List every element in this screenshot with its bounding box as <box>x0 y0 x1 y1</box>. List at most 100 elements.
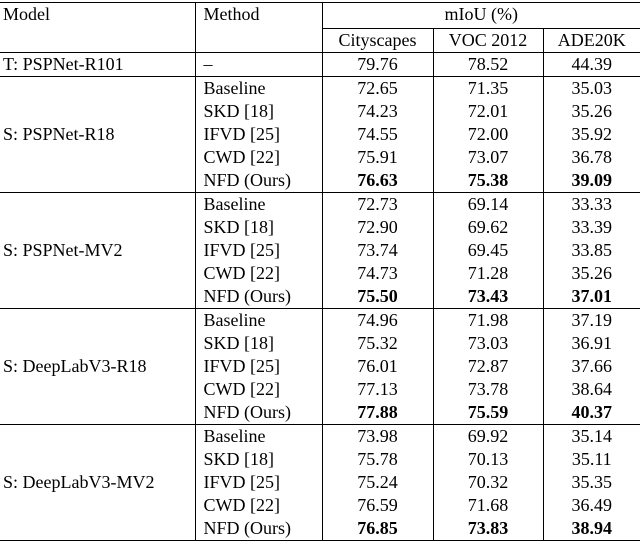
method-cell: SKD [18] <box>195 332 323 355</box>
table-body: Model Method mIoU (%) Cityscapes VOC 201… <box>0 2 640 541</box>
value-cell: 71.28 <box>433 262 544 285</box>
value-cell: 77.13 <box>322 378 434 401</box>
dataset-header: Cityscapes <box>322 28 434 53</box>
value-cell: 40.37 <box>543 401 640 425</box>
method-cell: CWD [22] <box>195 378 323 401</box>
value-cell: 36.49 <box>571 495 613 515</box>
value-cell: 36.78 <box>571 147 613 167</box>
value-cell: 33.85 <box>571 240 613 260</box>
value-cell: 76.63 <box>322 169 434 193</box>
group-row: S: PSPNet-MV2 Baseline 72.73 69.14 33.33 <box>0 192 640 309</box>
value-cell: 75.59 <box>433 401 544 425</box>
value-cell: 35.26 <box>571 101 613 121</box>
group-row: SKD [18] 72.90 69.62 33.39 <box>0 216 640 239</box>
method-cell: NFD (Ours) <box>195 169 323 193</box>
value-cell: 69.45 <box>433 239 544 262</box>
value-cell: 76.85 <box>322 517 434 541</box>
value-cell: 39.09 <box>543 169 640 193</box>
value-cell: 33.33 <box>571 194 613 214</box>
method-cell: SKD [18] <box>195 448 323 471</box>
value-cell: 76.59 <box>322 494 434 517</box>
model-cell: S: DeepLabV3-R18 <box>0 308 196 425</box>
group-row: S: DeepLabV3-MV2 Baseline 73.98 69.92 35.14 <box>0 424 640 541</box>
group-row: SKD [18] 74.23 72.01 35.26 <box>0 100 640 123</box>
value-cell: 69.92 <box>433 424 544 448</box>
value-cell: 33.39 <box>571 217 613 237</box>
method-cell: CWD [22] <box>195 262 323 285</box>
value-cell: 75.38 <box>433 169 544 193</box>
value-cell: 79.76 <box>322 52 434 77</box>
group-row: CWD [22] 76.59 71.68 36.49 <box>0 494 640 517</box>
method-cell: IFVD [25] <box>195 239 323 262</box>
group-row: IFVD [25] 74.55 72.00 35.92 <box>0 123 640 146</box>
group-row: SKD [18] 75.32 73.03 36.91 <box>0 332 640 355</box>
value-cell: 37.66 <box>571 356 613 376</box>
value-cell: 70.13 <box>433 448 544 471</box>
value-cell: 76.01 <box>322 355 434 378</box>
value-cell: 38.64 <box>571 379 613 399</box>
value-cell: 73.98 <box>322 424 434 448</box>
value-cell: 73.03 <box>433 332 544 355</box>
value-cell: 38.94 <box>543 517 640 541</box>
method-cell: NFD (Ours) <box>195 285 323 309</box>
group-row: CWD [22] 77.13 73.78 38.64 <box>0 378 640 401</box>
method-header: Method <box>195 2 323 53</box>
model-cell: S: PSPNet-R18 <box>0 76 196 193</box>
value-cell: 73.83 <box>433 517 544 541</box>
model-cell: S: PSPNet-MV2 <box>0 192 196 309</box>
results-table: Model Method mIoU (%) Cityscapes VOC 201… <box>0 2 640 541</box>
model-cell: T: PSPNet-R101 <box>0 52 196 77</box>
value-cell: 69.14 <box>433 192 544 216</box>
method-cell: CWD [22] <box>195 146 323 169</box>
value-cell: 74.23 <box>322 100 434 123</box>
value-cell: 35.26 <box>571 263 613 283</box>
value-cell: 37.19 <box>571 310 613 330</box>
dataset-header: VOC 2012 <box>433 28 544 53</box>
method-cell: Baseline <box>195 76 323 100</box>
value-cell: 35.92 <box>571 124 613 144</box>
value-cell: 72.87 <box>433 355 544 378</box>
group-row: IFVD [25] 73.74 69.45 33.85 <box>0 239 640 262</box>
value-cell: 35.14 <box>571 426 613 446</box>
group-row: NFD (Ours) 77.88 75.59 40.37 <box>0 401 640 425</box>
value-cell: 71.35 <box>433 76 544 100</box>
method-cell: IFVD [25] <box>195 355 323 378</box>
value-cell: 74.73 <box>322 262 434 285</box>
value-cell: 72.73 <box>322 192 434 216</box>
group-row: S: PSPNet-R18 Baseline 72.65 71.35 35.03 <box>0 76 640 193</box>
value-cell: 36.91 <box>571 333 613 353</box>
value-cell: 75.50 <box>322 285 434 309</box>
value-cell: 35.11 <box>571 449 612 469</box>
header-row: Model Method mIoU (%) <box>0 2 640 53</box>
dataset-header: ADE20K <box>557 30 626 50</box>
value-cell: 73.74 <box>322 239 434 262</box>
dataset-row: Cityscapes VOC 2012 ADE20K <box>0 28 640 53</box>
value-cell: 72.00 <box>433 123 544 146</box>
method-cell: – <box>195 52 323 77</box>
value-cell: 74.96 <box>322 308 434 332</box>
method-cell: IFVD [25] <box>195 123 323 146</box>
method-cell: NFD (Ours) <box>195 401 323 425</box>
method-cell: NFD (Ours) <box>195 517 323 541</box>
value-cell: 73.78 <box>433 378 544 401</box>
method-cell: CWD [22] <box>195 494 323 517</box>
group-row: IFVD [25] 75.24 70.32 35.35 <box>0 471 640 494</box>
value-cell: 71.68 <box>433 494 544 517</box>
value-cell: 70.32 <box>433 471 544 494</box>
value-cell: 72.90 <box>322 216 434 239</box>
value-cell: 71.98 <box>433 308 544 332</box>
model-cell: S: DeepLabV3-MV2 <box>0 424 196 541</box>
value-cell: 44.39 <box>543 52 640 77</box>
method-cell: Baseline <box>195 308 323 332</box>
group-row: SKD [18] 75.78 70.13 35.11 <box>0 448 640 471</box>
method-cell: Baseline <box>195 424 323 448</box>
method-cell: Baseline <box>195 192 323 216</box>
value-cell: 75.78 <box>322 448 434 471</box>
model-header: Model <box>0 2 196 53</box>
group-row: NFD (Ours) 76.85 73.83 38.94 <box>0 517 640 541</box>
value-cell: 78.52 <box>433 52 544 77</box>
group-row: NFD (Ours) 76.63 75.38 39.09 <box>0 169 640 193</box>
method-cell: SKD [18] <box>195 100 323 123</box>
value-cell: 35.03 <box>571 78 613 98</box>
